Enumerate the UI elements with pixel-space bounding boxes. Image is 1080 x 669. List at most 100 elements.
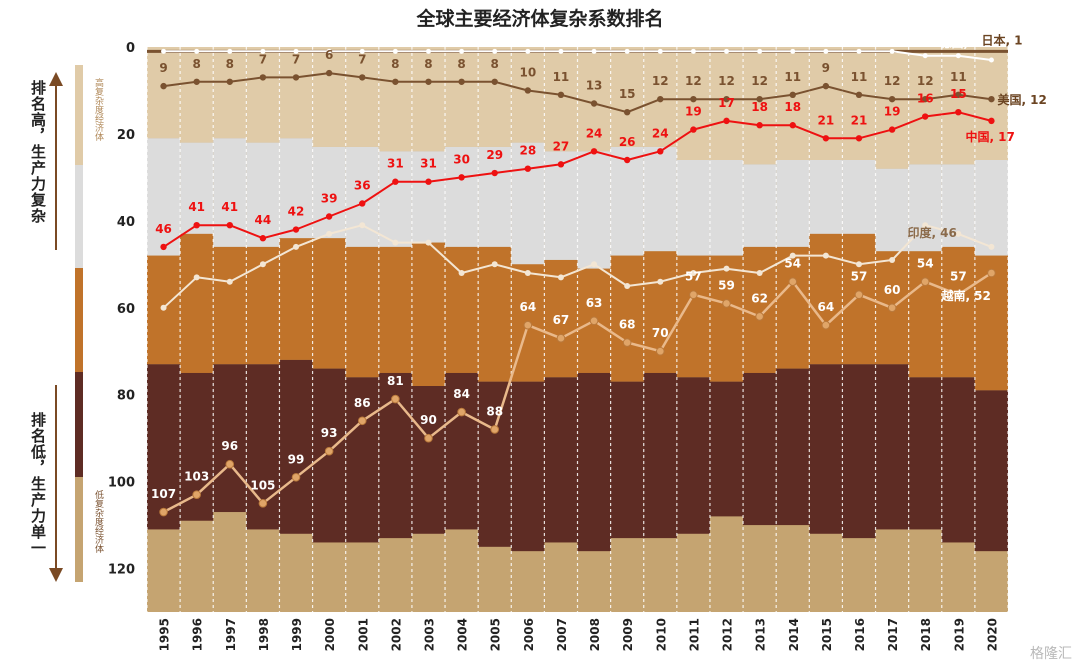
series-point	[193, 274, 200, 281]
series-point	[325, 69, 333, 77]
data-label: 62	[751, 291, 768, 305]
data-label: 10	[519, 65, 536, 79]
x-tick-label: 2018	[919, 618, 933, 651]
data-label: 8	[457, 57, 465, 71]
chart-title: 全球主要经济体复杂系数排名	[416, 8, 664, 30]
data-label: 6	[325, 48, 333, 62]
series-point	[425, 178, 432, 185]
band-cell-band_dark	[908, 377, 942, 530]
series-point	[723, 265, 730, 272]
series-point	[525, 48, 531, 54]
data-label: 9	[822, 61, 830, 75]
data-label: 19	[884, 105, 901, 119]
data-label: 13	[586, 79, 603, 93]
x-tick-label: 2019	[952, 618, 966, 651]
x-tick-label: 2010	[654, 618, 668, 651]
band-cell-band_dark	[411, 386, 446, 534]
series-point	[590, 148, 598, 155]
band-cell-band_dark	[279, 359, 313, 534]
band-cell-band_top	[147, 47, 181, 139]
band-label-high: 高复杂度经济体	[93, 78, 103, 141]
series-point	[855, 261, 862, 268]
data-label: 18	[784, 100, 801, 114]
data-label: 24	[586, 126, 603, 140]
data-label: 12	[917, 74, 934, 88]
data-label: 81	[387, 374, 404, 388]
data-label: 29	[486, 148, 503, 162]
band-cell-band_light	[743, 164, 777, 247]
data-label: 59	[718, 278, 735, 292]
series-point	[988, 117, 995, 125]
band-cell-band_mid	[709, 255, 744, 382]
band-cell-band_top	[776, 47, 810, 160]
series-point	[690, 126, 697, 133]
series-line	[163, 50, 992, 61]
series-point	[822, 82, 830, 90]
data-label: 11	[784, 70, 801, 84]
side-band-swatch	[75, 65, 83, 165]
band-cell-band_top	[941, 47, 975, 165]
side-band-swatch	[75, 268, 83, 372]
band-cell-band_top	[511, 47, 545, 143]
series-point	[655, 346, 665, 356]
x-tick-label: 2001	[356, 618, 370, 651]
data-label: 46	[155, 222, 172, 236]
band-cell-band_dark	[776, 368, 810, 526]
x-tick-label: 2015	[820, 618, 834, 651]
series-point	[955, 91, 962, 99]
data-label: 105	[250, 478, 275, 492]
series-point	[756, 95, 763, 103]
series-point	[258, 499, 268, 508]
series-point	[855, 91, 863, 99]
series-point	[524, 165, 532, 172]
band-cell-band_top	[279, 47, 313, 139]
band-cell-band_top	[345, 47, 379, 147]
band-cell-band_top	[411, 47, 446, 152]
series-point	[226, 78, 233, 85]
series-point	[622, 338, 632, 347]
data-label: 64	[519, 300, 536, 314]
series-line	[163, 271, 993, 514]
band-cell-band_light	[643, 146, 677, 252]
band-cell-band_mid	[610, 255, 644, 382]
series-point	[160, 304, 167, 311]
series-end-label: 德国, 3	[939, 35, 980, 50]
series-point	[756, 270, 763, 276]
band-cell-band_top	[743, 47, 777, 165]
band-cell-band_dark	[676, 377, 710, 534]
band-cell-band_mid	[908, 251, 942, 378]
series-point	[657, 95, 664, 103]
data-label: 8	[192, 57, 200, 71]
data-label: 31	[420, 157, 437, 171]
x-tick-label: 2017	[886, 618, 900, 651]
x-tick-label: 2011	[687, 618, 701, 651]
series-point	[690, 95, 697, 103]
x-tick-label: 1999	[290, 618, 304, 651]
series-point	[855, 135, 863, 142]
series-point	[457, 407, 466, 417]
band-cell-band_top	[312, 47, 346, 147]
band-cell-band_light	[180, 142, 214, 234]
data-label: 12	[884, 74, 901, 88]
data-label: 42	[288, 205, 305, 219]
band-cell-band_mid	[974, 255, 1008, 391]
series-point	[392, 178, 399, 185]
data-label: 39	[321, 192, 338, 206]
band-cell-band_light	[478, 146, 512, 247]
data-label: 88	[486, 404, 503, 418]
data-label: 84	[453, 387, 470, 401]
series-point	[988, 95, 995, 103]
side-band-swatch	[75, 477, 83, 582]
series-point	[988, 57, 994, 63]
band-cell-band_light	[279, 138, 313, 239]
band-cell-band_mid	[345, 246, 379, 378]
series-point	[922, 222, 929, 229]
band-label-low: 低复杂度经济体	[93, 490, 103, 553]
band-cell-band_dark	[709, 381, 744, 517]
series-point	[193, 221, 200, 229]
series-point	[922, 113, 929, 120]
series-point	[624, 283, 631, 290]
data-label: 8	[491, 57, 499, 71]
